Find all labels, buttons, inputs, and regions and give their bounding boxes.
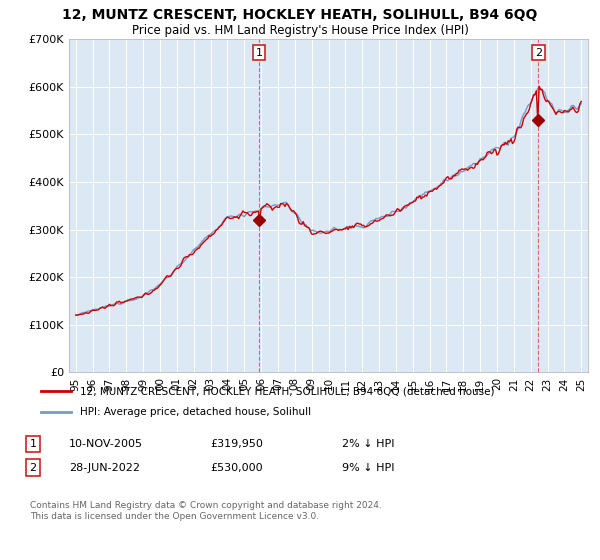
Text: 1: 1 <box>256 48 262 58</box>
Text: 10-NOV-2005: 10-NOV-2005 <box>69 439 143 449</box>
Text: HPI: Average price, detached house, Solihull: HPI: Average price, detached house, Soli… <box>80 407 311 417</box>
Text: £319,950: £319,950 <box>210 439 263 449</box>
Text: 2: 2 <box>535 48 542 58</box>
Text: 12, MUNTZ CRESCENT, HOCKLEY HEATH, SOLIHULL, B94 6QQ (detached house): 12, MUNTZ CRESCENT, HOCKLEY HEATH, SOLIH… <box>80 386 494 396</box>
Text: 9% ↓ HPI: 9% ↓ HPI <box>342 463 395 473</box>
Text: 12, MUNTZ CRESCENT, HOCKLEY HEATH, SOLIHULL, B94 6QQ: 12, MUNTZ CRESCENT, HOCKLEY HEATH, SOLIH… <box>62 8 538 22</box>
Text: Contains HM Land Registry data © Crown copyright and database right 2024.
This d: Contains HM Land Registry data © Crown c… <box>30 501 382 521</box>
Text: £530,000: £530,000 <box>210 463 263 473</box>
Text: 2% ↓ HPI: 2% ↓ HPI <box>342 439 395 449</box>
Text: 2: 2 <box>29 463 37 473</box>
Text: Price paid vs. HM Land Registry's House Price Index (HPI): Price paid vs. HM Land Registry's House … <box>131 24 469 36</box>
Text: 28-JUN-2022: 28-JUN-2022 <box>69 463 140 473</box>
Text: 1: 1 <box>29 439 37 449</box>
